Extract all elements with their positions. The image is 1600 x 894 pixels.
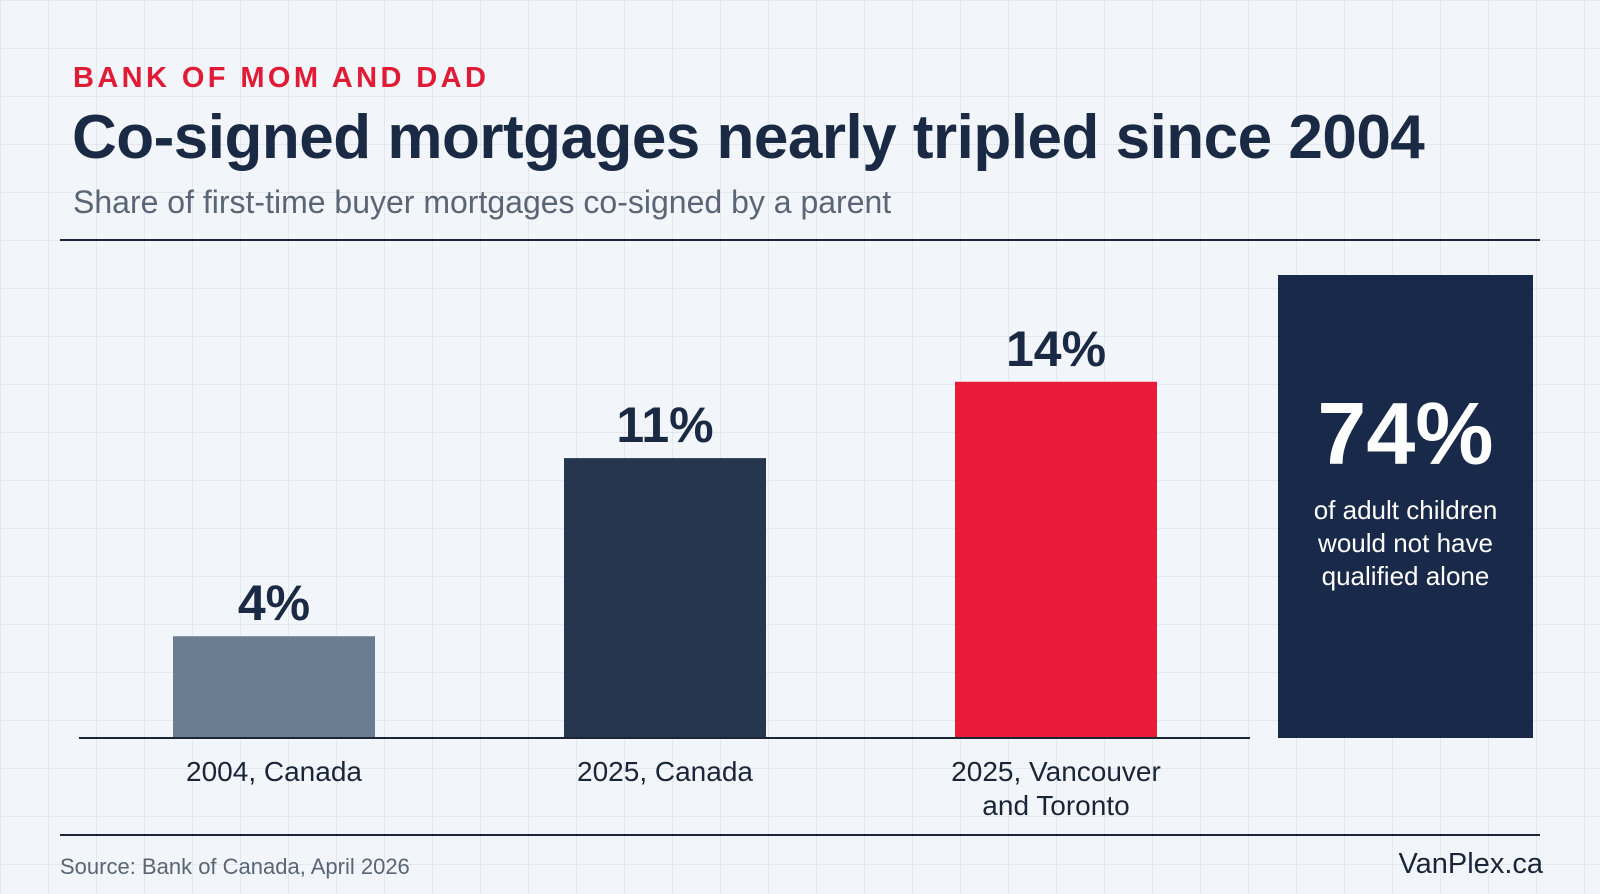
value-label-1: 4% [238,575,310,631]
bottom-divider [60,834,1540,836]
top-divider [60,239,1540,241]
value-label-2: 11% [616,397,713,453]
category-label-1: 2004, Canada [186,756,362,787]
bar-chart: 4% 2004, Canada 11% 2025, Canada 14% 2025, Va… [79,321,1250,821]
bar-2 [564,458,766,738]
category-label-2: 2025, Canada [577,756,753,787]
chart-subtitle: Share of first-time buyer mortgages co-s… [73,184,892,220]
callout-value: 74% [1317,384,1494,483]
category-label-3: 2025, Vancouver [951,756,1161,787]
category-label-3-line-2: and Toronto [982,790,1129,821]
value-label-3: 14% [1006,321,1106,377]
brand-label: VanPlex.ca [1398,848,1543,880]
callout-text: of adult children would not have qualifi… [1313,495,1498,591]
bar-1 [173,636,375,738]
source-note: Source: Bank of Canada, April 2026 [60,854,410,879]
bar-3 [955,381,1157,738]
chart-title: Co-signed mortgages nearly tripled since… [72,103,1425,172]
callout-box: 74% of adult children would not have qua… [1278,275,1533,738]
eyebrow-label: BANK OF MOM AND DAD [73,62,490,94]
